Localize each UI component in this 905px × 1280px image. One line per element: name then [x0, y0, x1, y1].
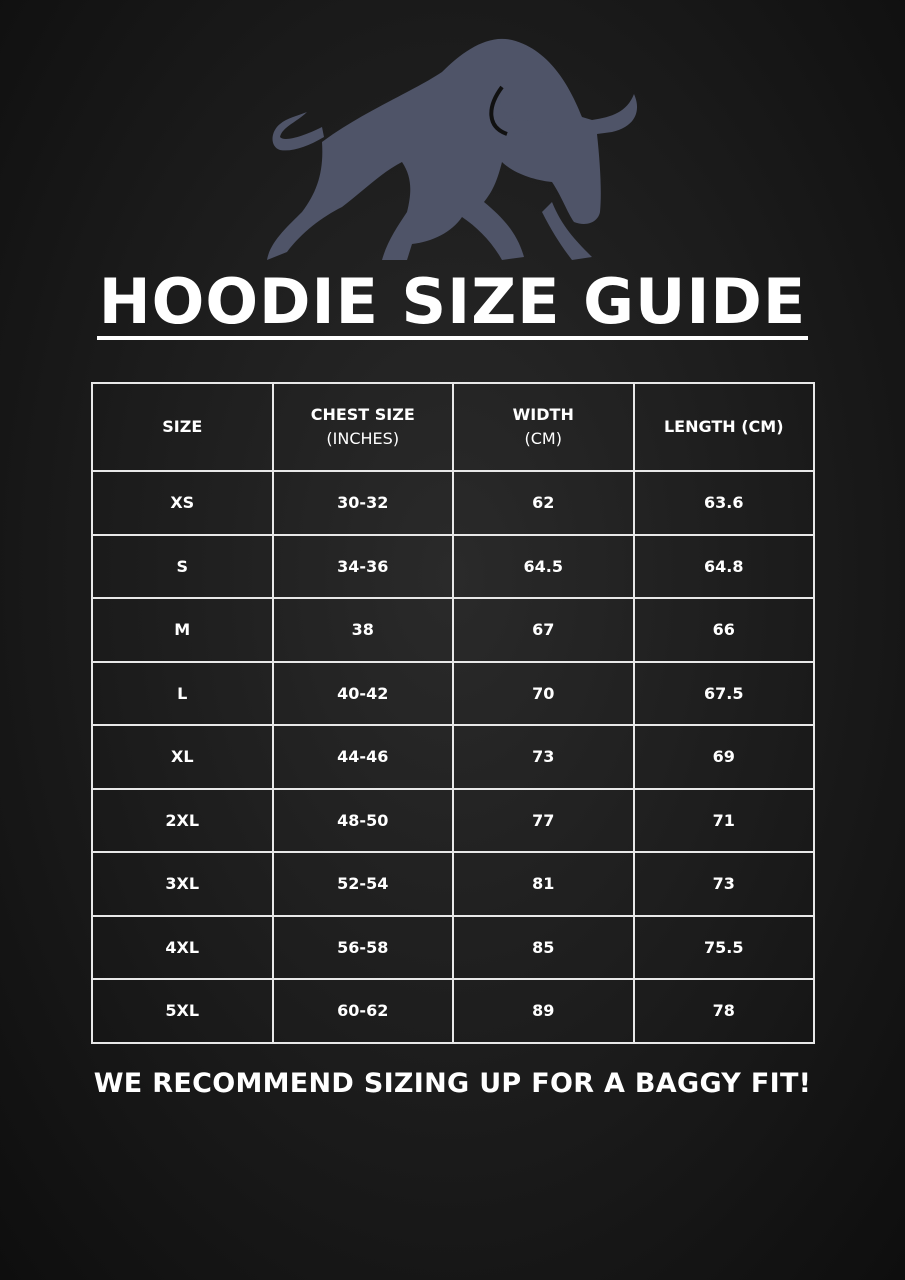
table-row: XS 30-32 62 63.6 — [91, 470, 815, 536]
fit-note: WE RECOMMEND SIZING UP FOR A BAGGY FIT! — [93, 1068, 812, 1099]
cell-width: 81 — [452, 851, 635, 917]
size-chart-table: SIZE CHEST SIZE (INCHES) WIDTH (CM) LENGTH… — [91, 382, 815, 1044]
cell-size: M — [91, 597, 274, 663]
cell-width: 70 — [452, 660, 635, 726]
table-row: M 38 67 66 — [91, 597, 815, 663]
cell-chest: 44-46 — [271, 724, 454, 790]
cell-length: 66 — [632, 597, 815, 663]
header-size: SIZE — [91, 382, 274, 472]
title-text: HOODIE SIZE GUIDE — [96, 265, 809, 340]
cell-width: 89 — [452, 978, 635, 1044]
cell-chest: 52-54 — [271, 851, 454, 917]
bull-logo-icon — [267, 38, 638, 260]
table-row: 4XL 56-58 85 75.5 — [91, 914, 815, 980]
cell-length: 67.5 — [632, 660, 815, 726]
cell-size: S — [91, 533, 274, 599]
header-line: (INCHES) — [326, 429, 400, 448]
table-row: 2XL 48-50 77 71 — [91, 787, 815, 853]
cell-size: 5XL — [91, 978, 274, 1044]
cell-width: 62 — [452, 470, 635, 536]
header-chest: CHEST SIZE (INCHES) — [271, 382, 454, 472]
table-row: 3XL 52-54 81 73 — [91, 851, 815, 917]
header-line: (CM) — [524, 429, 562, 448]
header-line: SIZE — [162, 417, 203, 436]
table-row: 5XL 60-62 89 78 — [91, 978, 815, 1044]
cell-size: XS — [91, 470, 274, 536]
cell-width: 85 — [452, 914, 635, 980]
cell-size: 2XL — [91, 787, 274, 853]
cell-chest: 38 — [271, 597, 454, 663]
cell-chest: 60-62 — [271, 978, 454, 1044]
table-header-row: SIZE CHEST SIZE (INCHES) WIDTH (CM) LENGTH… — [91, 382, 815, 472]
cell-width: 67 — [452, 597, 635, 663]
cell-length: 69 — [632, 724, 815, 790]
cell-length: 75.5 — [632, 914, 815, 980]
cell-length: 63.6 — [632, 470, 815, 536]
cell-chest: 40-42 — [271, 660, 454, 726]
header-width: WIDTH (CM) — [452, 382, 635, 472]
cell-length: 73 — [632, 851, 815, 917]
cell-width: 73 — [452, 724, 635, 790]
cell-length: 78 — [632, 978, 815, 1044]
header-line: WIDTH — [512, 405, 574, 424]
header-line: CHEST SIZE — [310, 405, 415, 424]
cell-size: 3XL — [91, 851, 274, 917]
cell-chest: 34-36 — [271, 533, 454, 599]
table-row: L 40-42 70 67.5 — [91, 660, 815, 726]
cell-chest: 56-58 — [271, 914, 454, 980]
table-row: XL 44-46 73 69 — [91, 724, 815, 790]
page-title: HOODIE SIZE GUIDE — [0, 262, 905, 342]
cell-size: 4XL — [91, 914, 274, 980]
header-length: LENGTH (CM) — [632, 382, 815, 472]
table-row: S 34-36 64.5 64.8 — [91, 533, 815, 599]
cell-length: 71 — [632, 787, 815, 853]
cell-chest: 48-50 — [271, 787, 454, 853]
cell-size: XL — [91, 724, 274, 790]
cell-width: 77 — [452, 787, 635, 853]
cell-length: 64.8 — [632, 533, 815, 599]
cell-size: L — [91, 660, 274, 726]
header-line: LENGTH (CM) — [663, 417, 784, 436]
cell-width: 64.5 — [452, 533, 635, 599]
cell-chest: 30-32 — [271, 470, 454, 536]
